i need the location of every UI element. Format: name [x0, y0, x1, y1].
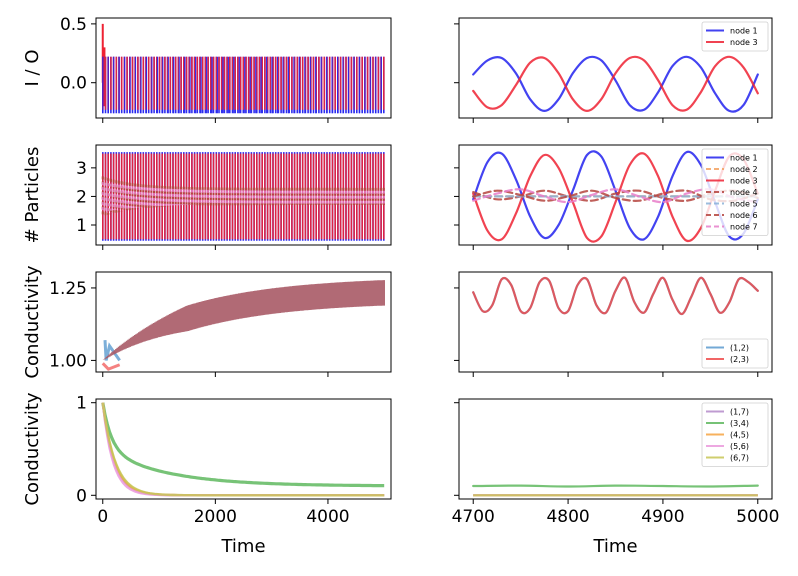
panel-left-1: 0.0 0.5 I / O	[22, 15, 392, 123]
y-tick-label: 1	[76, 216, 87, 236]
panel-right-2: node 1 node 2 node 3 node 4 node 5 node 6 node…	[454, 144, 773, 250]
axes-frame	[458, 271, 773, 373]
panel-left-3: 1.00 1.25 Conductivity	[22, 265, 392, 379]
legend-label: node 4	[730, 188, 758, 197]
y-tick-label: 0.5	[60, 15, 87, 35]
plot-area	[101, 402, 385, 497]
x-axis-label: Time	[592, 536, 637, 557]
x-tick-label: 2000	[194, 507, 237, 527]
legend-frame	[701, 338, 769, 369]
plot-area	[101, 23, 385, 114]
plot-area	[472, 484, 759, 497]
panel-left-2: 1 2 3 # Particles	[22, 144, 392, 250]
legend-label: (2,3)	[730, 355, 749, 364]
axes-frame	[458, 398, 773, 500]
plot-area	[472, 276, 759, 316]
series-node-1	[472, 55, 759, 113]
series-(3,4)	[472, 484, 759, 488]
x-tick-label: 4800	[546, 507, 589, 527]
panel-right-1: node 1 node 3	[454, 17, 773, 123]
legend-frame	[701, 21, 769, 52]
series-(2,3)	[472, 276, 759, 316]
plot-area	[101, 280, 385, 371]
series-node-3-band	[102, 56, 385, 110]
y-axis-label: I / O	[22, 50, 43, 87]
x-tick-label: 4700	[452, 507, 495, 527]
y-tick-label: 0.0	[60, 74, 87, 94]
legend-label: node 5	[730, 200, 758, 209]
y-tick-label: 1.25	[49, 279, 87, 299]
series-(2,3)-band	[102, 280, 385, 360]
legend-frame	[701, 148, 769, 236]
legend-label: node 2	[730, 165, 758, 174]
panel-left-4: 0 2000 4000 0 1 Conductivity Time	[22, 392, 392, 557]
plot-area	[472, 55, 759, 113]
legend-label: (1,7)	[730, 408, 749, 417]
y-tick-label: 3	[76, 159, 87, 179]
legend: node 1 node 3	[701, 21, 769, 52]
legend-label: (3,4)	[730, 419, 749, 428]
series-(2,3)-transient	[101, 362, 121, 371]
panel-right-3: (1,2) (2,3)	[454, 271, 773, 377]
plot-area	[101, 152, 385, 241]
legend-label: node 6	[730, 211, 758, 220]
axes-frame	[458, 17, 773, 119]
x-tick-label: 4000	[306, 507, 349, 527]
legend-label: (6,7)	[730, 454, 749, 463]
legend: (1,2) (2,3)	[701, 338, 769, 369]
legend-label: (1,2)	[730, 344, 749, 353]
y-tick-label: 1.00	[49, 351, 87, 371]
series-(3,4)	[101, 402, 385, 488]
series-node-5-band	[101, 182, 385, 213]
y-tick-label: 0	[76, 486, 87, 506]
y-tick-label: 1	[76, 394, 87, 414]
x-tick-label: 5000	[736, 507, 779, 527]
legend-label: (4,5)	[730, 431, 749, 440]
legend-frame	[701, 402, 769, 467]
axes-frame	[95, 271, 392, 373]
legend: node 1 node 2 node 3 node 4 node 5 node 6 node…	[701, 148, 769, 236]
y-tick-label: 2	[76, 187, 87, 207]
legend-label: node 3	[730, 177, 758, 186]
y-axis-label: # Particles	[22, 147, 43, 244]
panel-right-4: 4700 4800 4900 5000 Time (1,7) (3,4) (4,5) (5,6)…	[452, 398, 779, 557]
series-(6,7)	[101, 402, 385, 497]
series-node-1-band-b	[102, 56, 382, 114]
legend-label: (5,6)	[730, 442, 749, 451]
legend-label: node 1	[730, 27, 758, 36]
legend-label: node 7	[730, 223, 758, 232]
series-node-3	[472, 55, 759, 113]
x-tick-label: 0	[97, 507, 108, 527]
y-axis-label: Conductivity	[22, 265, 43, 378]
axes-frame	[458, 144, 773, 246]
legend-label: node 1	[730, 154, 758, 163]
y-axis-label: Conductivity	[22, 392, 43, 505]
axes-frame	[95, 398, 392, 500]
x-axis-label: Time	[220, 536, 265, 557]
legend: (1,7) (3,4) (4,5) (5,6) (6,7)	[701, 402, 769, 467]
x-tick-label: 4900	[641, 507, 684, 527]
legend-label: node 3	[730, 38, 758, 47]
axes-frame	[95, 17, 392, 119]
axes-frame	[95, 144, 392, 246]
